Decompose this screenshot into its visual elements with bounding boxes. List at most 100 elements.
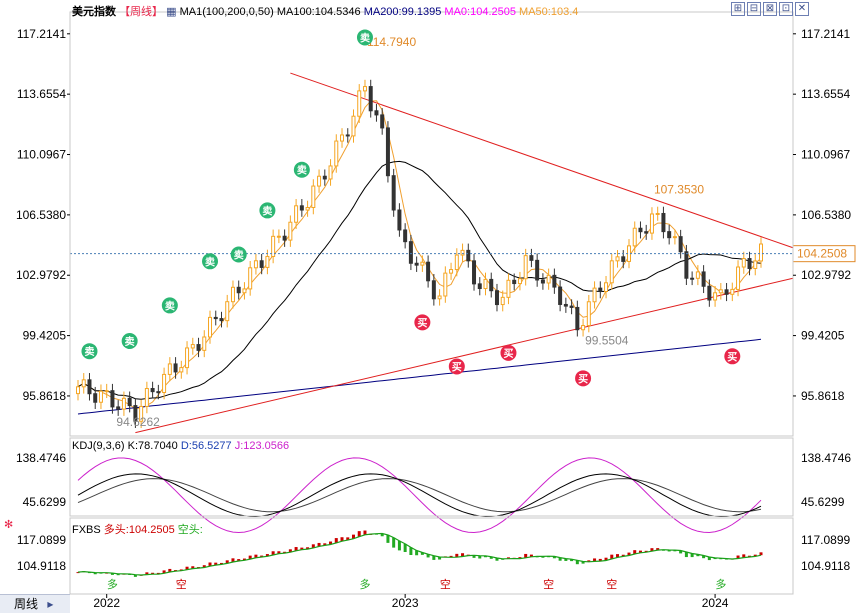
y-tick-label-right: 99.4205 xyxy=(801,329,845,343)
fxbs-y-tick-right: 117.0899 xyxy=(801,533,850,547)
fxbs-bar xyxy=(495,557,499,561)
y-tick-label-right: 110.0967 xyxy=(801,148,850,162)
indicator-settings-icon[interactable]: ✻ xyxy=(4,519,14,531)
sell-signal-marker xyxy=(356,29,373,46)
candle-body xyxy=(472,260,477,285)
buy-signal-label: 买 xyxy=(578,373,588,385)
fxbs-bar xyxy=(616,554,620,558)
ma0-value: MA0:104.2505 xyxy=(444,6,516,18)
fxbs-bar xyxy=(283,551,287,554)
fxbs-name: FXBS xyxy=(72,524,101,536)
candle-body xyxy=(420,261,425,266)
fxbs-bar xyxy=(484,555,488,558)
fxbs-bar xyxy=(334,538,338,543)
main-chart-panel[interactable]: 104.2508114.7940107.353099.550494.6262卖卖… xyxy=(70,29,856,434)
close-icon[interactable]: ✕ xyxy=(795,2,809,16)
fxbs-panel[interactable]: 多空多空空空多 xyxy=(76,530,763,591)
ma50-value: MA50:103.4 xyxy=(519,6,579,18)
ma100-line xyxy=(77,160,762,400)
candle-body xyxy=(684,251,689,279)
candle-body xyxy=(156,391,161,394)
fxbs-bar xyxy=(679,550,683,554)
candle-body xyxy=(672,236,677,239)
candle-body xyxy=(385,127,390,177)
fxbs-bar xyxy=(265,554,269,557)
candle-body xyxy=(76,386,80,395)
ma100-value: MA100:104.5346 xyxy=(276,6,361,18)
sell-signal-label: 卖 xyxy=(297,164,307,177)
start-low-price-label: 94.6262 xyxy=(116,415,160,429)
fxbs-bar xyxy=(489,556,493,559)
candle-body xyxy=(351,115,356,137)
fullscreen-button[interactable]: ⊠ xyxy=(763,2,777,16)
buy-signal-label: 买 xyxy=(417,317,427,329)
fxbs-short: 空头: xyxy=(177,524,203,536)
candle-body xyxy=(529,255,534,261)
x-tick-label: 2023 xyxy=(392,596,419,610)
fxbs-bar xyxy=(202,565,206,568)
candle-body xyxy=(259,260,264,268)
fxbs-bar xyxy=(598,558,602,562)
candle-body xyxy=(741,258,746,268)
kdj-frame xyxy=(69,437,794,517)
period-tab[interactable]: 周线 ▸ xyxy=(0,594,70,613)
fxbs-bar xyxy=(162,570,166,574)
fxbs-bar xyxy=(581,561,585,564)
fxbs-bar xyxy=(277,551,281,554)
fxbs-y-tick-right: 104.9118 xyxy=(801,559,850,573)
fxbs-bar xyxy=(329,541,333,545)
fxbs-bar xyxy=(638,550,642,553)
zoom-out-button[interactable]: ⊟ xyxy=(747,2,761,16)
fxbs-bar xyxy=(386,534,390,543)
candle-body xyxy=(575,306,580,331)
candle-body xyxy=(253,260,258,269)
candle-body xyxy=(759,243,763,262)
y-tick-label-right: 117.2141 xyxy=(801,27,850,41)
candle-body xyxy=(208,316,213,338)
candle-body xyxy=(747,258,752,269)
candle-body xyxy=(288,221,293,241)
kdj-panel[interactable] xyxy=(77,457,762,534)
y-tick-label-right: 106.5380 xyxy=(801,208,851,222)
fxbs-bar xyxy=(363,530,367,535)
buy-signal-marker xyxy=(575,370,592,387)
fxbs-bar xyxy=(340,537,344,542)
candle-body xyxy=(690,277,695,280)
restore-button[interactable]: ⊡ xyxy=(779,2,793,16)
fxbs-bar xyxy=(748,555,752,558)
sell-signal-label: 卖 xyxy=(205,255,215,268)
fxbs-bar xyxy=(478,555,482,559)
fxbs-bar xyxy=(351,534,355,539)
sell-signal-label: 卖 xyxy=(234,249,244,262)
period-label: 【周线】 xyxy=(119,6,164,18)
fxbs-bar xyxy=(644,550,648,553)
sell-signal-marker xyxy=(121,333,138,350)
candle-body xyxy=(196,344,201,351)
fxbs-bar xyxy=(707,557,711,561)
fxbs-bar xyxy=(736,555,740,559)
fxbs-bar xyxy=(300,547,304,550)
candle-body xyxy=(460,249,465,256)
candle-body xyxy=(213,316,218,320)
ma-settings-icon[interactable]: ▦ xyxy=(166,6,177,18)
ma50-line xyxy=(77,100,762,410)
candle-body xyxy=(644,231,649,234)
candle-body xyxy=(305,207,310,211)
candle-body xyxy=(598,287,603,292)
fxbs-bar xyxy=(219,562,223,565)
sell-signal-label: 卖 xyxy=(125,335,135,348)
candle-body xyxy=(713,292,718,301)
buy-signal-label: 买 xyxy=(503,348,513,360)
candle-body xyxy=(655,212,660,215)
candle-body xyxy=(334,140,339,167)
fxbs-bar xyxy=(713,557,717,560)
zoom-in-button[interactable]: ⊞ xyxy=(731,2,745,16)
fxbs-bar xyxy=(604,557,608,561)
fxbs-bar xyxy=(231,558,235,562)
candle-body xyxy=(649,213,654,234)
y-tick-label-right: 95.8618 xyxy=(801,389,845,403)
kdj-k-line xyxy=(77,473,762,518)
ma200-line xyxy=(77,338,762,415)
buy-signal-label: 买 xyxy=(727,351,737,363)
